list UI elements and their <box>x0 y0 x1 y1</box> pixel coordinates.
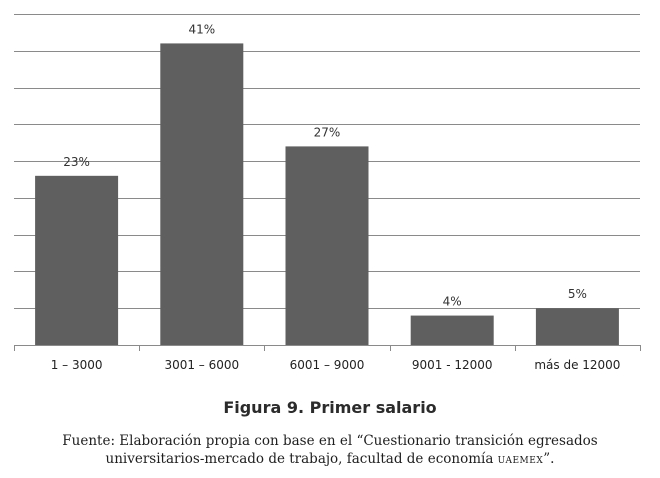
source-line-2-end: ”. <box>543 451 555 467</box>
bar <box>535 308 619 345</box>
x-tick-label: 3001 – 6000 <box>164 358 239 372</box>
figure-title: Figura 9. Primer salario <box>223 398 437 417</box>
x-tick-label: 9001 - 12000 <box>412 358 493 372</box>
source-line-2: universitarios-mercado de trabajo, facul… <box>40 450 620 468</box>
source-line-2-text: universitarios-mercado de trabajo, facul… <box>105 451 498 467</box>
bar <box>160 43 244 346</box>
bar <box>35 175 119 345</box>
source-line-1: Fuente: Elaboración propia con base en e… <box>62 433 598 449</box>
x-tick-label: más de 12000 <box>534 358 620 372</box>
bars <box>35 43 619 346</box>
bar <box>410 315 494 345</box>
value-label: 41% <box>188 22 215 36</box>
value-label: 5% <box>568 287 587 301</box>
x-tick-labels: 1 – 3000 3001 – 6000 6001 – 9000 9001 - 120… <box>51 358 621 372</box>
value-label: 23% <box>63 155 90 169</box>
figure-source: Fuente: Elaboración propia con base en e… <box>40 432 620 468</box>
bar <box>285 146 369 345</box>
x-axis <box>14 345 641 351</box>
bar-chart: 23% 41% 27% 4% 5% 1 – 3000 3001 – 6000 6001 – … <box>14 14 641 372</box>
value-label: 4% <box>443 295 462 309</box>
value-label: 27% <box>314 125 341 139</box>
source-institution: uaemex <box>497 451 544 467</box>
x-tick-label: 6001 – 9000 <box>290 358 365 372</box>
value-labels: 23% 41% 27% 4% 5% <box>63 22 587 308</box>
x-tick-label: 1 – 3000 <box>51 358 103 372</box>
